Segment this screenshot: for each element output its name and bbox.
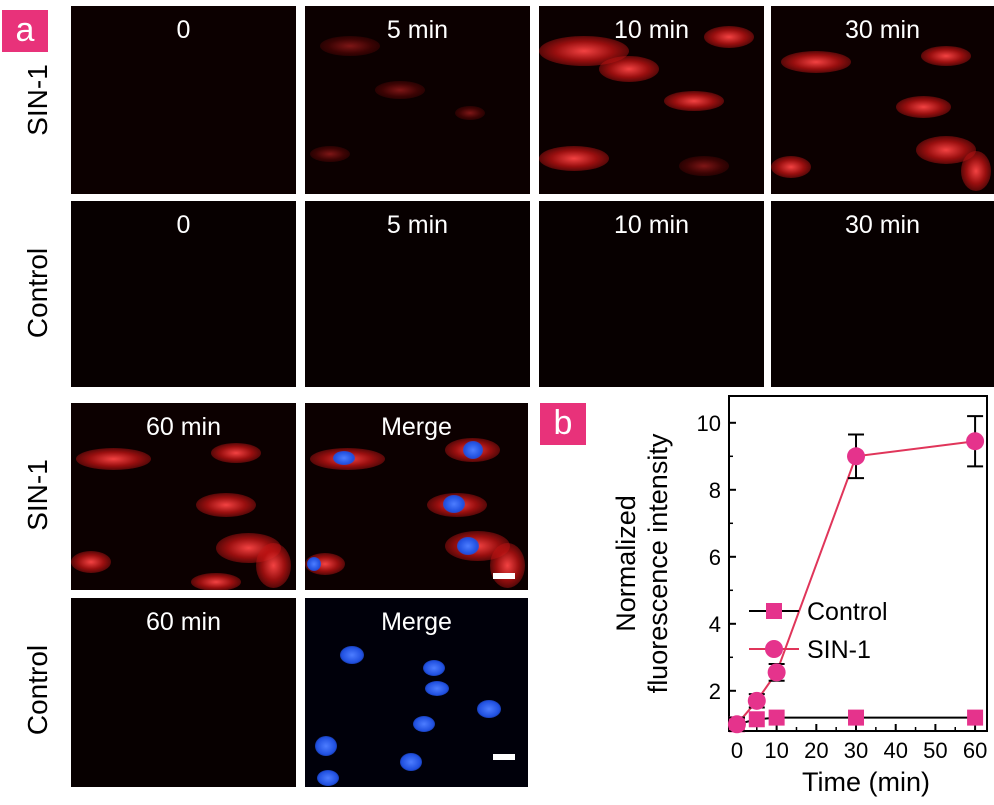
- cell: [539, 146, 609, 171]
- cell: [664, 91, 724, 111]
- nucleus: [400, 753, 422, 771]
- cell: [76, 448, 151, 470]
- nucleus: [333, 451, 355, 465]
- image-title: 5 min: [386, 211, 449, 239]
- legend-label: SIN-1: [807, 636, 871, 664]
- image-title: 0: [176, 16, 191, 44]
- y-tick-label: 2: [709, 679, 721, 704]
- cell: [921, 46, 971, 66]
- nucleus: [315, 736, 337, 756]
- cell: [211, 443, 261, 463]
- image-title: Merge: [381, 413, 452, 441]
- series-line-sin-1: [736, 440, 976, 725]
- cell: [191, 573, 241, 590]
- x-tick-label: 0: [731, 738, 743, 763]
- image-sin1-merge: Merge: [305, 403, 528, 590]
- fluorescence-chart: 0 10 20 30 40 50 60 2 4 6 8 10 Time (min) Normalized f…: [611, 395, 988, 797]
- image-control-merge: Merge: [305, 598, 528, 787]
- image-title: 60 min: [145, 413, 222, 441]
- data-point-sin-1: [847, 447, 866, 466]
- data-point-control: [848, 709, 865, 726]
- nucleus: [463, 441, 483, 459]
- scale-bar: [493, 573, 515, 579]
- plot-frame: [728, 395, 988, 732]
- nucleus: [457, 537, 479, 555]
- nucleus: [477, 700, 501, 718]
- image-control-30min: 30 min: [771, 201, 994, 387]
- y-axis-label-line: fluorescence intensity: [643, 433, 673, 693]
- image-title: 30 min: [844, 211, 921, 239]
- cell: [599, 56, 659, 82]
- cell: [679, 156, 729, 176]
- cell: [375, 81, 425, 99]
- x-axis-label: Time (min): [802, 767, 930, 797]
- image-control-0min: 0: [71, 201, 296, 387]
- cell: [961, 151, 991, 191]
- cell: [896, 96, 951, 118]
- x-tick-label: 20: [804, 738, 828, 763]
- x-tick-label: 40: [883, 738, 907, 763]
- data-point-control: [748, 711, 765, 728]
- image-sin1-30min: 30 min: [771, 6, 994, 194]
- data-point-control: [967, 709, 984, 726]
- image-title: 30 min: [844, 16, 921, 44]
- image-sin1-60min: 60 min: [71, 403, 296, 590]
- image-sin1-0min: 0: [71, 6, 296, 194]
- data-point-sin-1: [727, 715, 746, 734]
- x-tick-label: 30: [844, 738, 868, 763]
- data-point-sin-1: [747, 691, 766, 710]
- image-title: 10 min: [613, 16, 690, 44]
- y-axis-label: Normalized fluorescence intensity: [611, 433, 673, 693]
- legend-marker: [766, 603, 782, 619]
- image-sin1-5min: 5 min: [305, 6, 530, 194]
- y-tick-label: 8: [709, 478, 721, 503]
- cell: [704, 26, 754, 48]
- nucleus: [425, 681, 449, 696]
- y-tick-label: 6: [709, 545, 721, 570]
- data-point-control: [768, 709, 785, 726]
- cell: [310, 146, 350, 162]
- nucleus: [340, 646, 364, 664]
- image-title: 5 min: [386, 16, 449, 44]
- image-title: 60 min: [145, 608, 222, 636]
- image-control-60min: 60 min: [71, 598, 296, 787]
- legend-label: Control: [807, 598, 888, 626]
- nucleus: [317, 770, 339, 786]
- nucleus: [413, 716, 435, 732]
- cell: [781, 51, 851, 73]
- image-title: 0: [176, 211, 191, 239]
- image-sin1-10min: 10 min: [539, 6, 764, 194]
- image-title: 10 min: [613, 211, 690, 239]
- y-axis-label-line: Normalized: [611, 495, 641, 632]
- image-title: Merge: [381, 608, 452, 636]
- legend-marker: [765, 640, 783, 658]
- x-tick-label: 50: [923, 738, 947, 763]
- cell: [71, 551, 111, 573]
- panel-b-label: b: [540, 403, 586, 445]
- cell: [771, 156, 811, 178]
- cell: [490, 543, 525, 588]
- x-tick-label: 60: [963, 738, 987, 763]
- nucleus: [443, 495, 465, 513]
- data-point-sin-1: [966, 432, 985, 451]
- data-point-sin-1: [767, 663, 786, 682]
- cell: [455, 106, 485, 120]
- y-tick-label: 4: [709, 612, 721, 637]
- nucleus: [423, 660, 445, 676]
- panel-a-label: a: [2, 10, 48, 52]
- scale-bar: [493, 754, 515, 760]
- nucleus: [307, 557, 321, 571]
- x-tick-label: 10: [764, 738, 788, 763]
- cell: [320, 36, 380, 56]
- cell: [256, 543, 291, 588]
- cell: [196, 493, 256, 517]
- image-control-5min: 5 min: [305, 201, 530, 387]
- y-tick-label: 10: [697, 411, 721, 436]
- image-control-10min: 10 min: [539, 201, 764, 387]
